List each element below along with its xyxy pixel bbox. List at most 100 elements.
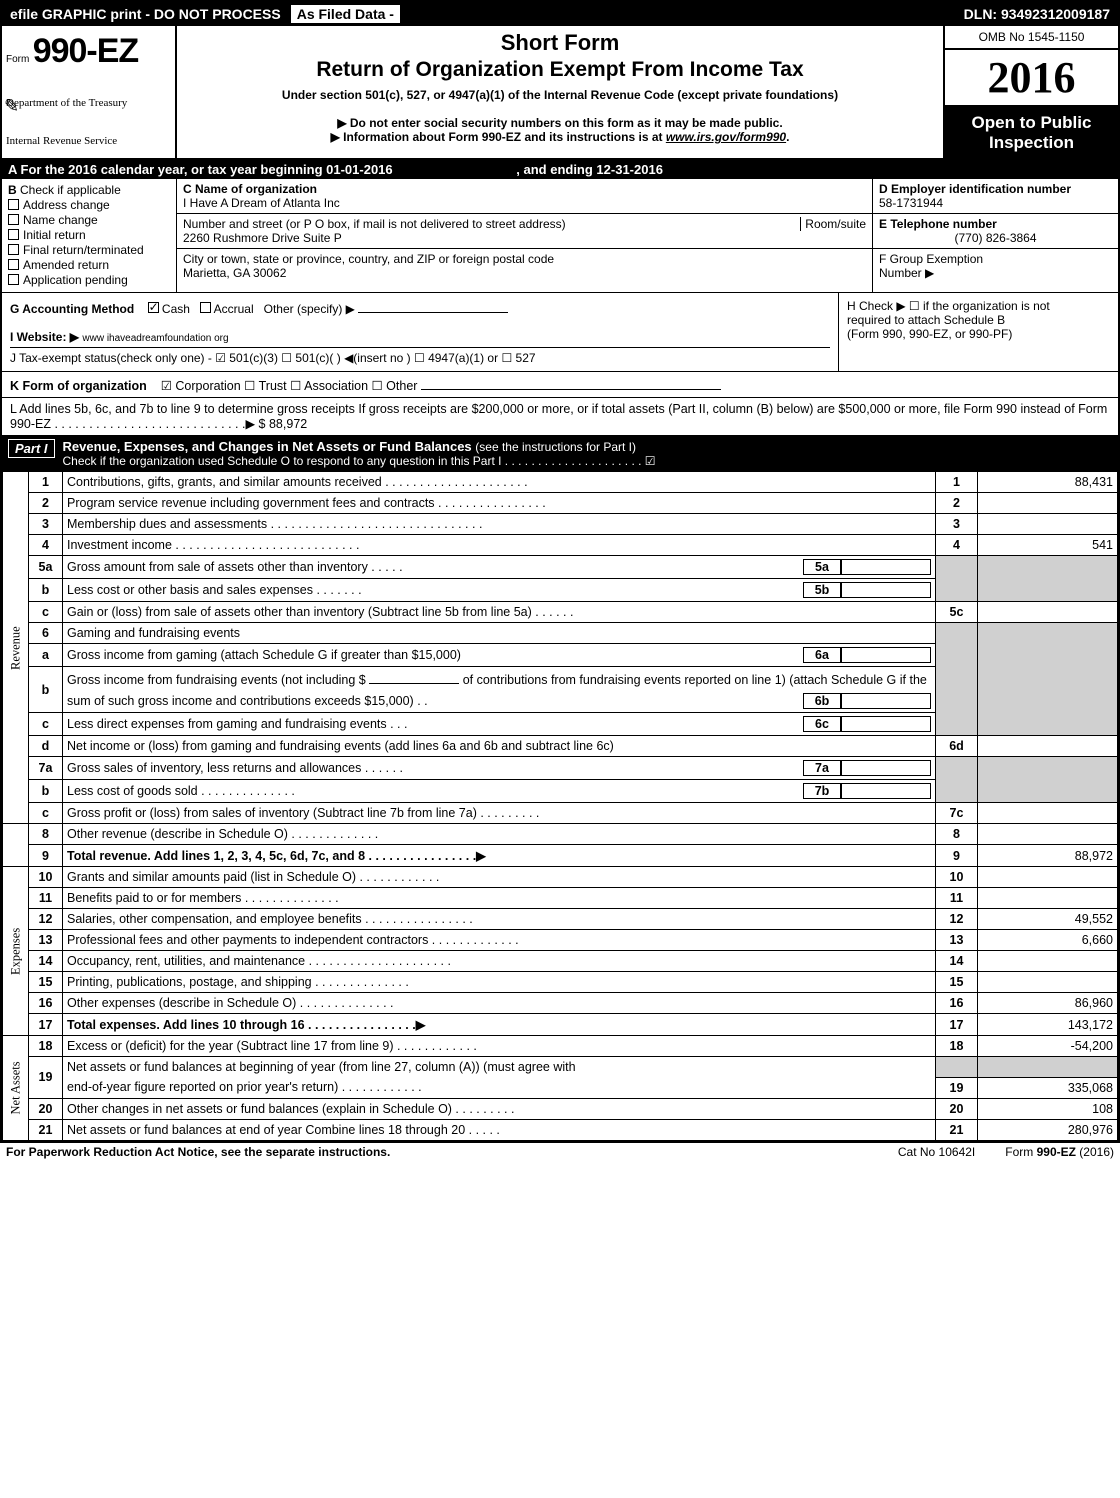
ln7c-desc: Gross profit or (loss) from sales of inv… (63, 803, 936, 824)
section-b: B Check if applicable Address change Nam… (2, 179, 177, 292)
form-prefix: Form (6, 54, 29, 65)
part-i-title: Revenue, Expenses, and Changes in Net As… (63, 439, 476, 454)
irs-link[interactable]: www.irs.gov/form990 (666, 130, 786, 144)
ln5-shade-amt (978, 556, 1118, 602)
side-expenses: Expenses (3, 867, 29, 1036)
chk-initial[interactable] (8, 229, 19, 240)
chk-accrual[interactable] (200, 302, 211, 313)
ln7-shade-box (936, 757, 978, 803)
ln6b-desc1: Gross income from fundraising events (no… (63, 667, 936, 691)
part-i-check: Check if the organization used Schedule … (63, 454, 1112, 468)
chk-name-change[interactable] (8, 214, 19, 225)
footer: For Paperwork Reduction Act Notice, see … (0, 1143, 1120, 1161)
do-not-enter: ▶ Do not enter social security numbers o… (185, 116, 935, 130)
ln6d-amt (978, 736, 1118, 757)
opt-name: Name change (23, 213, 98, 227)
ln8-desc: Other revenue (describe in Schedule O) .… (63, 824, 936, 845)
ln19-desc1: Net assets or fund balances at beginning… (63, 1057, 936, 1078)
short-form-title: Short Form (185, 30, 935, 56)
block-bcdef: B Check if applicable Address change Nam… (2, 179, 1118, 293)
chk-cash[interactable] (148, 302, 159, 313)
tel-value: (770) 826-3864 (879, 231, 1112, 245)
c-room-label: Room/suite (800, 217, 866, 231)
ln19-amt: 335,068 (978, 1077, 1118, 1098)
ln19-shade-amt (978, 1057, 1118, 1078)
ln2-amt (978, 493, 1118, 514)
chk-address-change[interactable] (8, 199, 19, 210)
ln6b-desc2: sum of such gross income and contributio… (63, 690, 936, 713)
side-revenue: Revenue (3, 472, 29, 824)
ln11-box: 11 (936, 888, 978, 909)
ln3-box: 3 (936, 514, 978, 535)
org-name: I Have A Dream of Atlanta Inc (183, 196, 866, 210)
ln5b-num: b (29, 579, 63, 602)
ln7-shade-amt (978, 757, 1118, 803)
section-g: G Accounting Method Cash Accrual Other (… (2, 293, 838, 371)
ln6-num: 6 (29, 623, 63, 644)
ln6b-t1: Gross income from fundraising events (no… (67, 673, 369, 687)
right-header-box: OMB No 1545-1150 2016 Open to Public Ins… (943, 26, 1118, 158)
g-other-blank[interactable] (358, 299, 508, 313)
ln8-num: 8 (29, 824, 63, 845)
ln9-amt: 88,972 (978, 845, 1118, 867)
chk-amended[interactable] (8, 259, 19, 270)
ln17-box: 17 (936, 1014, 978, 1036)
ln13-box: 13 (936, 930, 978, 951)
ln20-amt: 108 (978, 1098, 1118, 1119)
c-name-label: C Name of organization (183, 182, 317, 196)
ln5b-mini-amt (841, 582, 931, 598)
h-line2: required to attach Schedule B (847, 313, 1110, 327)
e-tel-label: E Telephone number (879, 217, 997, 231)
opt-address: Address change (23, 198, 110, 212)
ln5a-mini-amt (841, 559, 931, 575)
dln-label: DLN: 93492312009187 (964, 6, 1118, 22)
ln7b-mini-amt (841, 783, 931, 799)
ln3-desc: Membership dues and assessments . . . . … (63, 514, 936, 535)
g-other: Other (specify) ▶ (264, 302, 355, 316)
ln6a-mini-amt (841, 647, 931, 663)
g-accrual: Accrual (214, 302, 254, 316)
c-street-label: Number and street (or P O box, if mail i… (183, 217, 800, 231)
dept-irs: Internal Revenue Service (6, 135, 171, 147)
ln16-num: 16 (29, 993, 63, 1014)
form-container: efile GRAPHIC print - DO NOT PROCESS As … (0, 0, 1120, 1143)
ln7b-num: b (29, 780, 63, 803)
ln9-box: 9 (936, 845, 978, 867)
ln5a-desc: Gross amount from sale of assets other t… (63, 556, 936, 579)
ln10-box: 10 (936, 867, 978, 888)
ln3-num: 3 (29, 514, 63, 535)
ln18-box: 18 (936, 1036, 978, 1057)
ln6c-mini-amt (841, 716, 931, 732)
ln5c-box: 5c (936, 602, 978, 623)
ln6-shade-amt (978, 623, 1118, 736)
k-other-blank[interactable] (421, 376, 721, 390)
side-rev-cont (3, 824, 29, 867)
ln11-amt (978, 888, 1118, 909)
title-box: Short Form Return of Organization Exempt… (177, 26, 943, 158)
ln20-desc: Other changes in net assets or fund bala… (63, 1098, 936, 1119)
ln7a-num: 7a (29, 757, 63, 780)
ln10-desc: Grants and similar amounts paid (list in… (63, 867, 936, 888)
ln21-box: 21 (936, 1119, 978, 1140)
ln5a-mini: 5a (803, 559, 841, 575)
footer-cat-no: Cat No 10642I (868, 1145, 1005, 1159)
org-street: 2260 Rushmore Drive Suite P (183, 231, 866, 245)
info-about: ▶ Information about Form 990-EZ and its … (185, 130, 935, 144)
ln6-desc: Gaming and fundraising events (63, 623, 936, 644)
ln6b-blank[interactable] (369, 670, 459, 684)
chk-pending[interactable] (8, 274, 19, 285)
org-city: Marietta, GA 30062 (183, 266, 866, 280)
ln7c-box: 7c (936, 803, 978, 824)
ln21-num: 21 (29, 1119, 63, 1140)
ln15-box: 15 (936, 972, 978, 993)
chk-final[interactable] (8, 244, 19, 255)
row-a-calendar: A For the 2016 calendar year, or tax yea… (2, 160, 1118, 179)
row-a-begin: A For the 2016 calendar year, or tax yea… (8, 162, 393, 177)
ln7a-mini-amt (841, 760, 931, 776)
ln19-num: 19 (29, 1057, 63, 1099)
ln6c-desc: Less direct expenses from gaming and fun… (63, 713, 936, 736)
ln5a-txt: Gross amount from sale of assets other t… (67, 560, 803, 574)
omb-number: OMB No 1545-1150 (945, 26, 1118, 50)
ln7b-desc: Less cost of goods sold . . . . . . . . … (63, 780, 936, 803)
ln7a-desc: Gross sales of inventory, less returns a… (63, 757, 936, 780)
